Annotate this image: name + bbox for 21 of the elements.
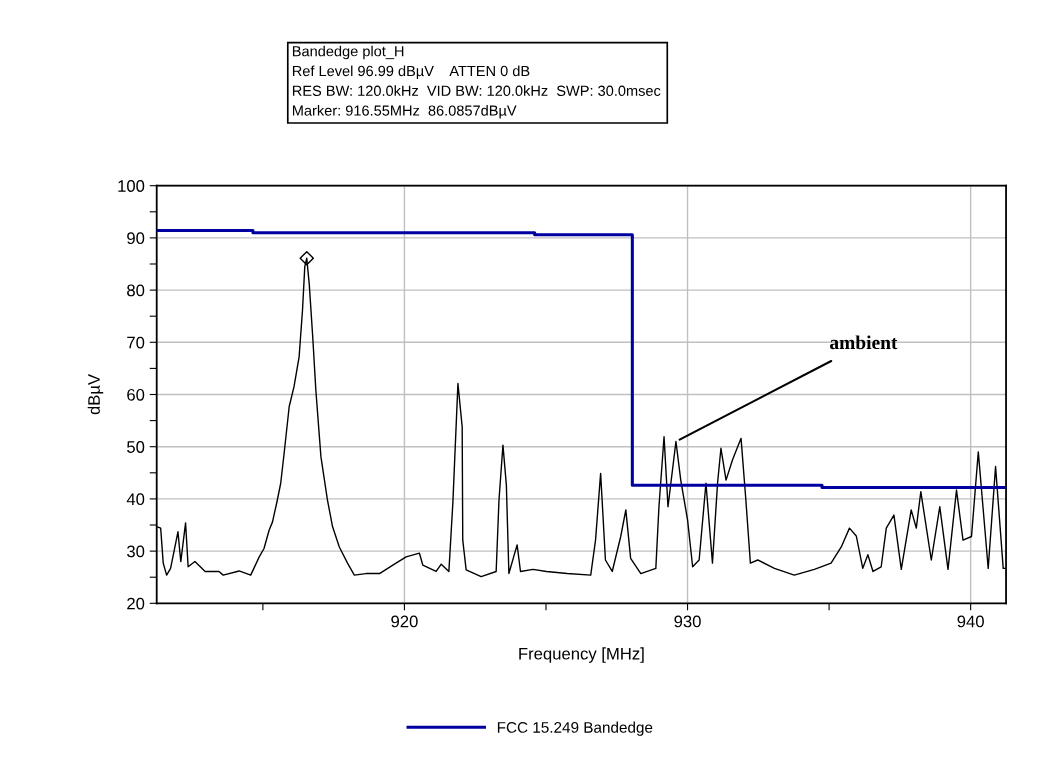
- y-tick-label: 20: [127, 597, 145, 610]
- legend-label: FCC 15.249 Bandedge: [497, 721, 653, 736]
- y-tick-label: 70: [127, 336, 145, 349]
- text: Ref Level 96.99 dBµV ATTEN 0 dB: [292, 65, 530, 80]
- y-tick-label: 50: [127, 441, 145, 453]
- y-tick-label: 100: [118, 180, 145, 192]
- x-tick-label: 920: [391, 615, 418, 628]
- x-axis-title: Frequency [MHz]: [519, 647, 644, 663]
- y-tick-label: 30: [127, 545, 145, 558]
- y-tick-label: 40: [126, 493, 145, 506]
- text: Marker: 916.55MHz 86.0857dBµV: [292, 105, 517, 119]
- y-tick-label: 60: [127, 388, 145, 401]
- line-series: [156, 229, 1007, 489]
- y-tick-label: 80: [127, 284, 145, 297]
- x-tick-label: 940: [957, 615, 984, 628]
- text: RES BW: 120.0kHz VID BW: 120.0kHz SWP: 30.0msec: [292, 85, 661, 96]
- text: Bandedge plot_H: [292, 45, 404, 60]
- x-tick-label: 930: [674, 615, 701, 628]
- y-axis-title: dBµV: [87, 374, 104, 415]
- y-tick-label: 90: [127, 232, 145, 245]
- annotation: ambient: [830, 335, 898, 350]
